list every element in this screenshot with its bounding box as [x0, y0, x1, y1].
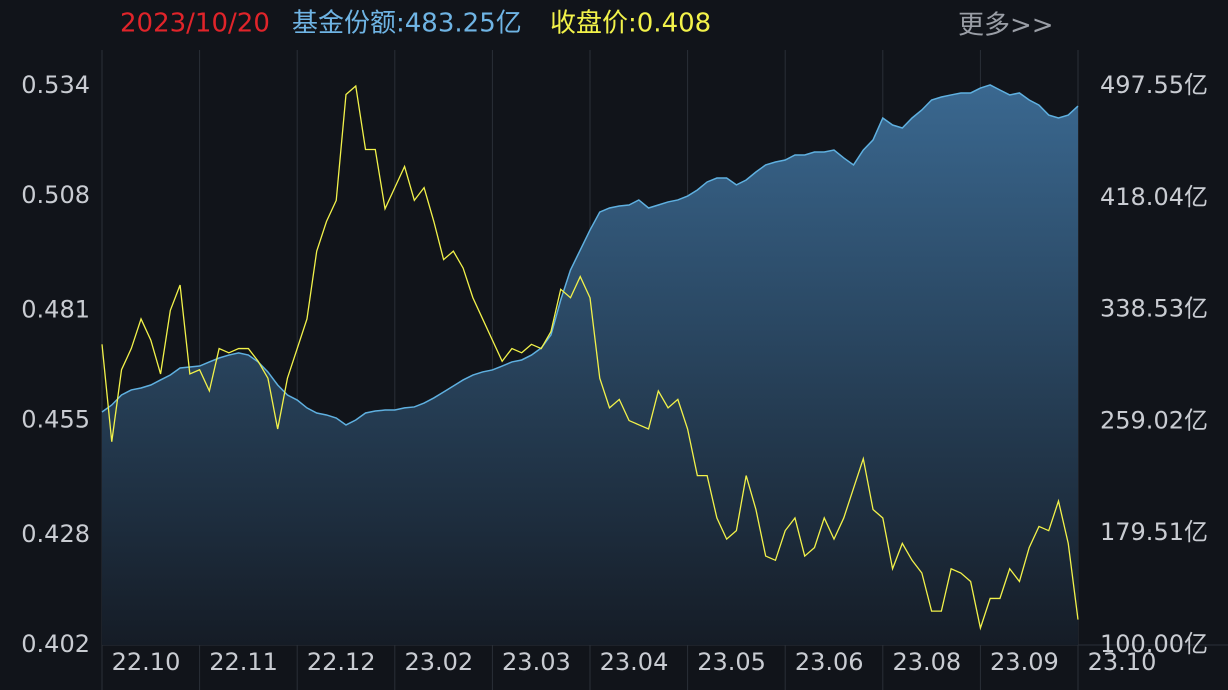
y-tick-label: 0.534 [21, 71, 90, 99]
y2-tick-label: 338.53亿 [1100, 295, 1208, 323]
x-tick-label: 22.10 [112, 648, 181, 676]
y-tick-label: 0.402 [21, 630, 90, 658]
share-label: 基金份额:483.25亿 [292, 9, 522, 39]
y2-tick-label: 497.55亿 [1100, 71, 1208, 99]
x-tick-label: 23.05 [697, 648, 766, 676]
x-tick-label: 23.02 [404, 648, 473, 676]
y2-tick-label: 179.51亿 [1100, 518, 1208, 546]
plot: 22.10 22.11 22.12 23.02 23.03 23.04 23.05 23.06… [21, 50, 1228, 690]
x-tick-label: 23.06 [795, 648, 864, 676]
price-label: 收盘价:0.408 [550, 9, 711, 39]
series-line [101, 84, 1079, 426]
date: 2023/10/20 [120, 9, 270, 39]
x-tick-label: 23.03 [502, 648, 571, 676]
y-tick-label: 0.428 [21, 520, 90, 548]
x-tick-label: 23.09 [990, 648, 1059, 676]
x-tick-label: 23.08 [892, 648, 961, 676]
area-fill [102, 84, 1078, 645]
y2-tick-label: 100.00亿 [1100, 630, 1208, 658]
y-tick-label: 0.455 [21, 406, 90, 434]
x-tick-label: 23.10 [1088, 648, 1157, 676]
x-tick-label: 22.12 [307, 648, 376, 676]
x-tick-label: 23.04 [600, 648, 669, 676]
series-line [101, 84, 1079, 631]
y2-tick-label: 259.02亿 [1100, 406, 1208, 434]
more-link[interactable]: 更多>> [958, 11, 1054, 41]
y-tick-label: 0.481 [21, 295, 90, 323]
y-tick-label: 0.508 [21, 181, 90, 209]
x-tick-label: 22.11 [209, 648, 278, 676]
y2-tick-label: 418.04亿 [1100, 183, 1208, 211]
